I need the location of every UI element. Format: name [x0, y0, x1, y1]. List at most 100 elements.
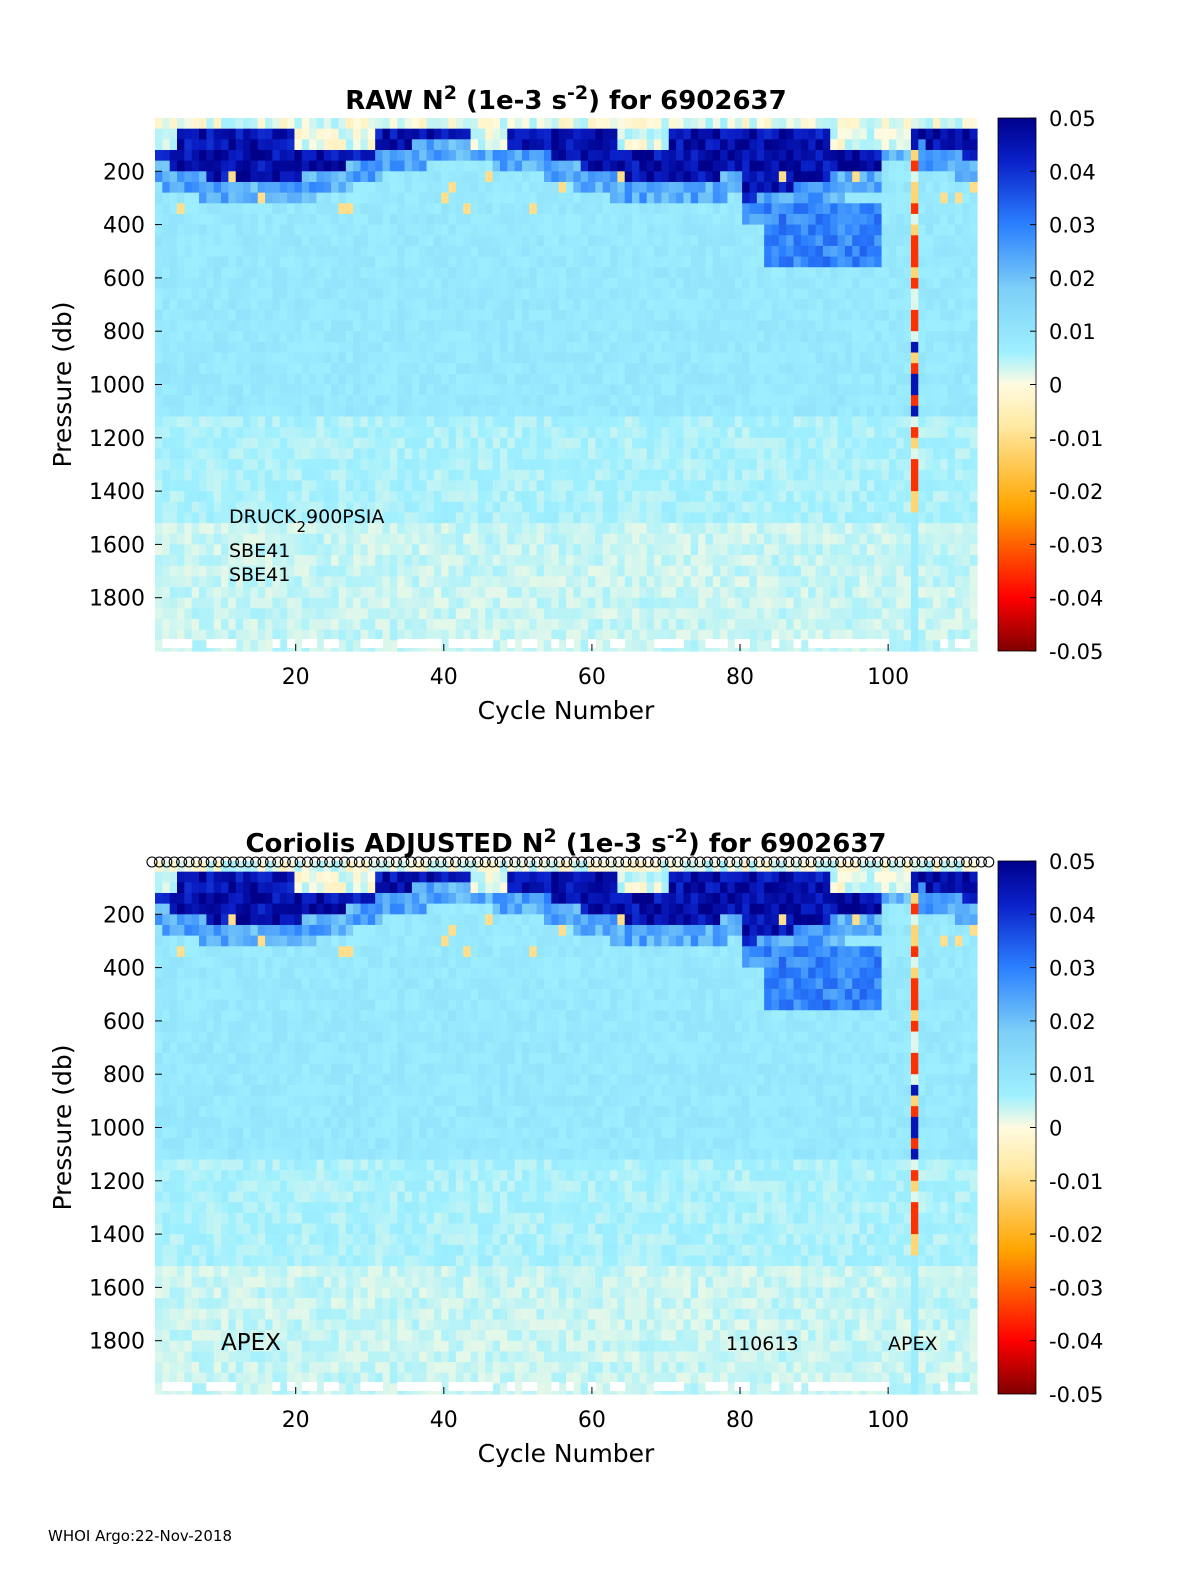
x-axis-label: Cycle Number	[478, 1439, 655, 1468]
qc-marker	[568, 856, 580, 868]
x-tick-label: 60	[578, 1408, 606, 1433]
y-tick-label: 400	[103, 957, 145, 982]
x-tick-label: 20	[282, 665, 310, 690]
qc-marker	[679, 856, 691, 868]
qc-marker	[227, 856, 240, 868]
colorbar-tick-label: -0.04	[1049, 1330, 1103, 1354]
qc-marker	[509, 856, 521, 868]
qc-marker	[183, 856, 195, 868]
x-tick-label: 40	[430, 1408, 458, 1433]
y-tick-label: 1800	[89, 1330, 145, 1355]
qc-marker	[331, 856, 343, 868]
y-axis-label: Pressure (db)	[48, 1045, 77, 1211]
qc-marker	[968, 856, 980, 868]
qc-marker	[724, 856, 736, 868]
colorbar-tick-label: 0.05	[1049, 107, 1096, 131]
qc-marker	[761, 856, 773, 868]
qc-marker	[250, 856, 262, 868]
qc-marker	[650, 856, 662, 868]
qc-marker	[398, 856, 410, 868]
qc-marker	[479, 856, 491, 868]
qc-marker	[168, 856, 180, 868]
qc-marker	[376, 856, 388, 868]
qc-marker	[598, 856, 610, 868]
annotation-sensor-1: SBE41	[229, 540, 290, 562]
title-text: Coriolis ADJUSTED N	[245, 829, 543, 859]
qc-marker	[894, 856, 906, 868]
qc-marker	[664, 856, 676, 868]
qc-marker	[864, 856, 876, 868]
y-tick-label: 1000	[89, 374, 145, 399]
x-tick-label: 80	[726, 665, 754, 690]
qc-marker	[176, 856, 188, 868]
qc-marker	[153, 856, 165, 868]
qc-marker	[768, 856, 780, 868]
qc-marker	[820, 856, 832, 868]
colorbar-tick-label: -0.01	[1049, 427, 1103, 451]
colorbar-tick-label: 0.02	[1049, 1010, 1096, 1034]
colorbar-tick-label: 0.04	[1049, 160, 1096, 184]
qc-marker	[775, 856, 788, 868]
colorbar-tick-label: -0.03	[1049, 533, 1103, 557]
qc-marker	[901, 856, 913, 868]
annotation-float-type-2: APEX	[888, 1333, 937, 1355]
qc-marker	[472, 856, 484, 868]
chart-panel-1: 20 40 60 80 100 200 400 600 800 1000 1200 1400 1600 1…	[48, 82, 978, 725]
qc-marker	[346, 856, 358, 868]
qc-marker	[946, 856, 958, 868]
qc-marker	[583, 856, 595, 868]
x-tick-label: 40	[430, 665, 458, 690]
y-tick-label: 800	[103, 1063, 145, 1088]
qc-marker	[405, 856, 417, 868]
qc-marker	[746, 856, 758, 868]
annotation-pressure-sensor: DRUCK2900PSIA	[229, 506, 384, 536]
annotation-sensor-2: SBE41	[229, 564, 290, 586]
y-tick-label: 1600	[89, 1276, 145, 1301]
title-superscript: -2	[567, 82, 588, 104]
y-tick-label: 1600	[89, 533, 145, 558]
colorbar-gradient	[997, 117, 1037, 652]
qc-marker	[257, 856, 269, 868]
qc-marker	[309, 856, 321, 868]
colorbar-tick-label: -0.02	[1049, 480, 1103, 504]
qc-marker	[494, 856, 506, 868]
y-tick-label: 600	[103, 1010, 145, 1035]
annotation-serial: 110613	[726, 1333, 799, 1355]
colorbar-tick-label: 0.02	[1049, 267, 1096, 291]
qc-marker	[790, 856, 802, 868]
heatmap-cells	[155, 118, 978, 652]
colorbar-tick-label: -0.05	[1049, 1383, 1103, 1407]
qc-marker	[205, 856, 217, 868]
chart-title: RAW N2 (1e-3 s-2) for 6902637	[345, 82, 787, 116]
qc-marker	[753, 856, 765, 868]
qc-marker	[931, 856, 943, 868]
qc-marker	[783, 856, 795, 868]
y-tick-label: 1200	[89, 427, 145, 452]
footer-stamp: WHOI Argo:22-Nov-2018	[48, 1527, 232, 1545]
title-text: ) for 6902637	[588, 86, 787, 116]
qc-marker	[220, 856, 232, 868]
x-tick-label: 80	[726, 1408, 754, 1433]
colorbar-tick-label: 0.03	[1049, 957, 1096, 981]
y-tick-label: 600	[103, 267, 145, 292]
qc-marker	[812, 856, 825, 868]
title-superscript: -2	[667, 825, 688, 847]
qc-marker	[213, 856, 225, 868]
y-tick-label: 1200	[89, 1170, 145, 1195]
qc-marker	[501, 856, 514, 868]
qc-marker	[338, 856, 351, 868]
qc-marker	[975, 856, 987, 868]
y-tick-label: 200	[103, 160, 145, 185]
qc-marker	[886, 856, 899, 868]
colorbar-2: 0.05 0.04 0.03 0.02 0.01 0 -0.01 -0.02 -0.03 -0.0…	[997, 850, 1103, 1407]
x-axis-label: Cycle Number	[478, 696, 655, 725]
qc-marker	[368, 856, 380, 868]
missing-data-strip	[162, 639, 971, 648]
qc-marker	[805, 856, 817, 868]
qc-marker	[842, 856, 854, 868]
y-tick-label: 1400	[89, 1223, 145, 1248]
qc-marker	[420, 856, 432, 868]
title-text: (1e-3 s	[457, 86, 567, 116]
colorbar-tick-label: -0.01	[1049, 1170, 1103, 1194]
colorbar-1: 0.05 0.04 0.03 0.02 0.01 0 -0.01 -0.02 -0.03 -0.0…	[997, 107, 1103, 664]
